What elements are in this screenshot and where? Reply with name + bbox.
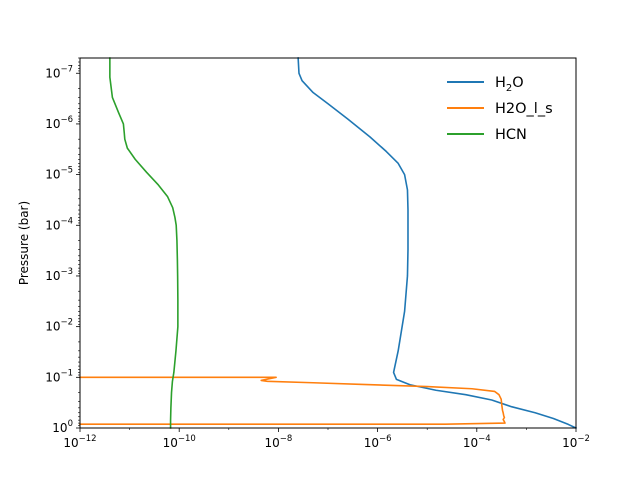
- x-tick-exponent: −8: [280, 434, 293, 444]
- y-tick-label: 10−1: [45, 368, 73, 384]
- y-tick-label: 10−3: [45, 267, 73, 283]
- x-axis: 10−12 10−10 10−8 10−6 10−4 10−2: [63, 428, 590, 450]
- y-tick-exponent: −5: [60, 166, 73, 176]
- y-tick-base: 10: [45, 168, 60, 182]
- x-tick-base: 10: [264, 436, 279, 450]
- y-tick-base: 10: [45, 66, 60, 80]
- x-tick-base: 10: [163, 436, 178, 450]
- y-tick-label: 10−7: [45, 64, 73, 80]
- y-tick-exponent: 0: [68, 419, 73, 429]
- x-tick-label: 10−8: [264, 434, 292, 450]
- y-tick-label: 10−4: [45, 216, 73, 232]
- x-tick-base: 10: [463, 436, 478, 450]
- x-tick-label: 10−12: [63, 434, 96, 450]
- y-tick-base: 10: [52, 421, 67, 435]
- x-tick-label: 10−4: [463, 434, 491, 450]
- y-tick-base: 10: [45, 218, 60, 232]
- y-tick-label: 10−6: [45, 115, 73, 131]
- y-tick-base: 10: [45, 320, 60, 334]
- x-tick-base: 10: [562, 436, 577, 450]
- y-tick-label: 10−5: [45, 166, 73, 182]
- x-tick-base: 10: [364, 436, 379, 450]
- plot-lines: [79, 57, 578, 430]
- legend-label: HCN: [495, 127, 527, 143]
- series-line-h2o: [297, 57, 578, 430]
- series-line-h2o-l-s: [79, 376, 506, 425]
- legend-label: H2O_l_s: [495, 101, 553, 117]
- legend-label: H2O: [495, 75, 524, 94]
- y-tick-exponent: −2: [60, 318, 73, 328]
- y-tick-exponent: −3: [60, 267, 73, 277]
- x-tick-label: 10−6: [364, 434, 392, 450]
- y-tick-label: 10−2: [45, 318, 73, 334]
- x-tick-label: 10−10: [163, 434, 196, 450]
- y-axis-label: Pressure (bar): [17, 201, 31, 285]
- y-tick-exponent: −7: [60, 64, 73, 74]
- x-tick-exponent: −4: [478, 434, 491, 444]
- x-tick-exponent: −12: [79, 434, 97, 444]
- y-tick-exponent: −1: [60, 368, 73, 378]
- y-tick-exponent: −4: [60, 216, 73, 226]
- y-tick-base: 10: [45, 370, 60, 384]
- x-tick-exponent: −10: [178, 434, 196, 444]
- x-tick-label: 10−2: [562, 434, 590, 450]
- x-tick-exponent: −2: [577, 434, 590, 444]
- y-tick-base: 10: [45, 269, 60, 283]
- y-tick-label: 100: [52, 419, 73, 435]
- y-tick-exponent: −6: [60, 115, 73, 125]
- y-tick-base: 10: [45, 117, 60, 131]
- x-tick-exponent: −6: [379, 434, 392, 444]
- x-tick-base: 10: [63, 436, 78, 450]
- legend: H2O H2O_l_s HCN: [447, 75, 553, 143]
- series-line-hcn: [109, 57, 179, 429]
